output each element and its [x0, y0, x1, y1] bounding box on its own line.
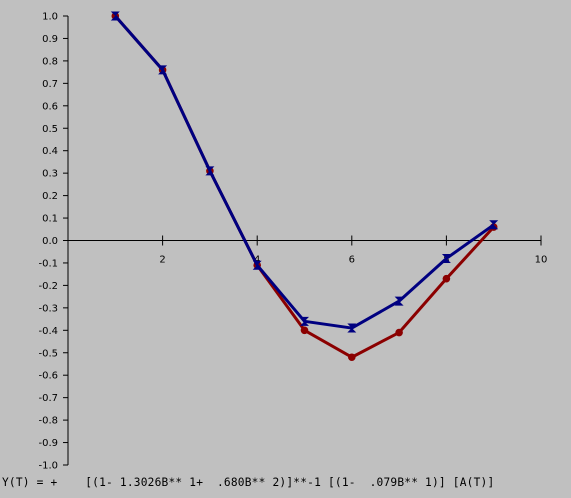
y-axis-ticks: 1.0 0.9 0.8 0.7 0.6 0.5 0.4 0.3 0.2 0.1 0.0 -0.1 -0.… — [38, 12, 68, 472]
y-tick-label: 0.4 — [42, 146, 58, 157]
data-point — [300, 326, 309, 335]
y-tick-label: 0.8 — [42, 56, 58, 67]
y-tick-label: -0.1 — [38, 258, 58, 269]
data-point — [205, 166, 215, 176]
series-1 — [111, 12, 498, 362]
data-point — [489, 220, 499, 230]
y-tick-label: 0.2 — [42, 191, 58, 202]
y-tick-label: -0.7 — [38, 393, 58, 404]
data-point — [110, 11, 120, 21]
y-tick-label: -0.8 — [38, 416, 58, 427]
y-tick-label: 0.0 — [42, 236, 58, 247]
y-tick-label: 0.9 — [42, 34, 58, 45]
data-point — [442, 274, 451, 283]
y-tick-label: 0.1 — [42, 214, 58, 225]
y-tick-label: -0.9 — [38, 438, 58, 449]
y-tick-label: -0.4 — [38, 326, 58, 337]
y-tick-label: -0.6 — [38, 371, 58, 382]
data-point — [252, 260, 262, 270]
y-tick-label: 0.3 — [42, 169, 58, 180]
x-tick-label: 4 — [254, 255, 260, 266]
x-tick-label: 6 — [349, 255, 355, 266]
data-point — [348, 353, 356, 362]
y-tick-label: -0.3 — [38, 303, 58, 314]
data-point — [158, 65, 168, 75]
y-tick-label: -1.0 — [38, 461, 58, 472]
data-point — [394, 296, 404, 306]
y-tick-label: 0.6 — [42, 101, 58, 112]
y-tick-label: 0.7 — [42, 79, 58, 90]
y-tick-label: 0.5 — [42, 124, 58, 135]
series-layer — [110, 11, 499, 362]
x-tick-label: 10 — [535, 255, 548, 266]
series-2 — [110, 11, 499, 333]
model-formula: Y(T) = + [(1- 1.3026B** 1+ .680B** 2)]**… — [2, 476, 495, 489]
y-tick-label: -0.2 — [38, 281, 58, 292]
x-tick-label: 2 — [159, 255, 165, 266]
series-line — [114, 15, 495, 330]
data-point — [347, 323, 357, 333]
series-line — [114, 15, 495, 359]
y-tick-label: 1.0 — [42, 12, 58, 23]
data-point — [395, 328, 403, 337]
data-point — [441, 253, 451, 263]
y-tick-label: -0.5 — [38, 348, 58, 359]
data-point — [300, 316, 309, 326]
